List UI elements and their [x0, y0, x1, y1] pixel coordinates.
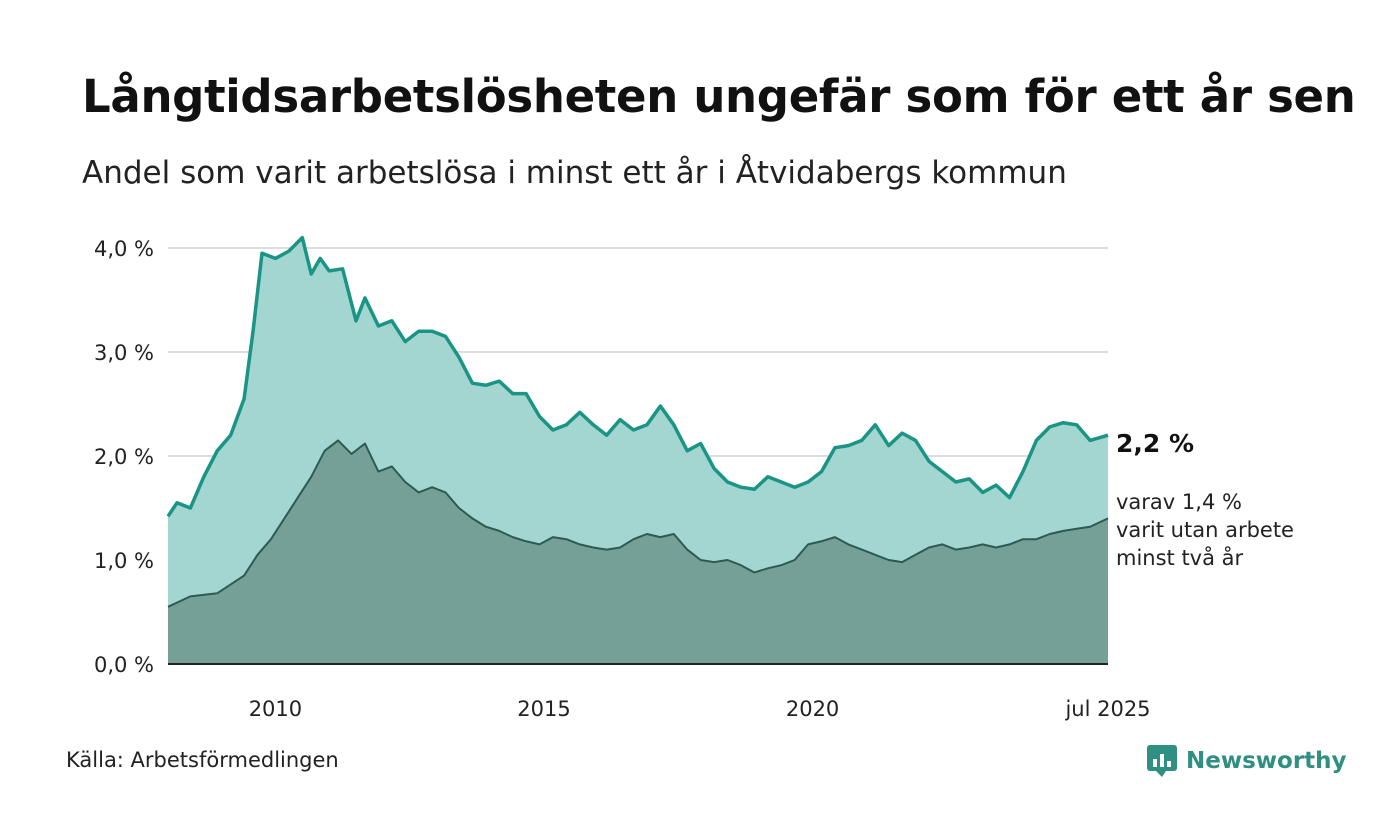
y-tick-label: 0,0 %	[94, 653, 154, 677]
series-lower-line	[167, 439, 1109, 608]
x-tick-label: jul 2025	[1064, 697, 1150, 721]
x-tick-label: 2020	[786, 697, 839, 721]
y-tick-label: 1,0 %	[94, 549, 154, 573]
series-lower-end-label: varit utan arbete	[1116, 518, 1294, 542]
newsworthy-chart-icon	[1147, 745, 1177, 777]
x-tick-label: 2010	[249, 697, 302, 721]
newsworthy-logo: Newsworthy	[1146, 744, 1347, 778]
y-tick-label: 2,0 %	[94, 445, 154, 469]
x-tick-label: 2015	[517, 697, 570, 721]
source-note: Källa: Arbetsförmedlingen	[66, 748, 339, 772]
logo-text: Newsworthy	[1186, 748, 1347, 774]
y-tick-label: 3,0 %	[94, 341, 154, 365]
series-lower-end-label: varav 1,4 %	[1116, 490, 1242, 514]
chart-title: Långtidsarbetslösheten ungefär som för e…	[82, 70, 1356, 123]
series-upper-line	[166, 235, 1109, 518]
chart-subtitle: Andel som varit arbetslösa i minst ett å…	[82, 155, 1067, 191]
series-upper-end-label: 2,2 %	[1116, 429, 1194, 458]
series-lower-area	[168, 440, 1108, 664]
y-tick-label: 4,0 %	[94, 237, 154, 261]
series-lower-end-label: minst två år	[1116, 545, 1244, 570]
